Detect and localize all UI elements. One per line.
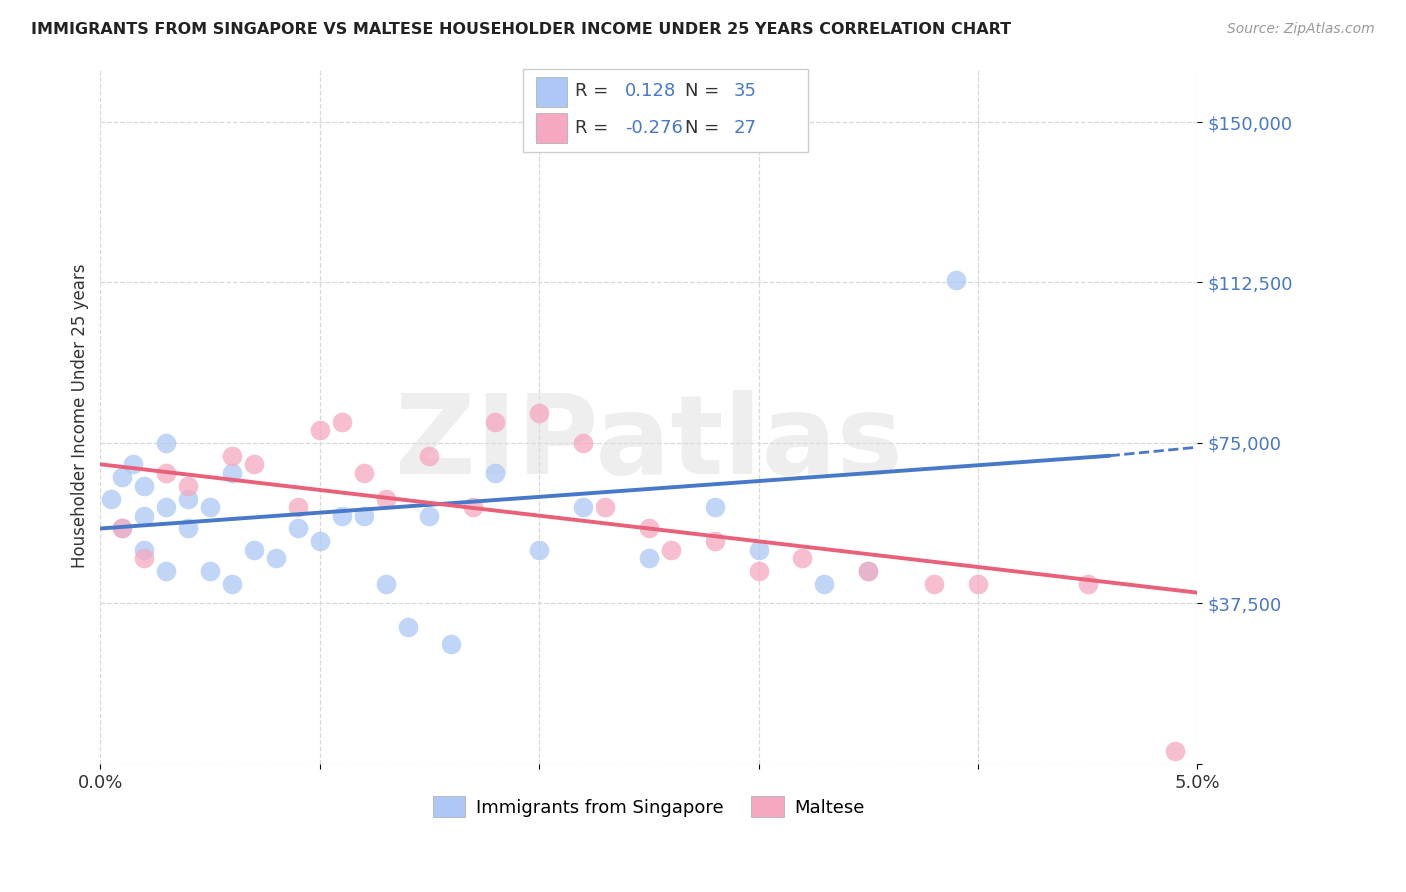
Point: [527, 406, 550, 420]
FancyBboxPatch shape: [536, 113, 567, 143]
Point: [155, 564, 177, 578]
Point: [134, 542, 156, 557]
Point: [748, 564, 770, 578]
Point: [134, 551, 156, 566]
Point: [374, 491, 396, 506]
Point: [637, 521, 659, 535]
Point: [243, 458, 266, 472]
Point: [111, 521, 134, 535]
Point: [440, 637, 463, 651]
Point: [221, 577, 243, 591]
Point: [593, 500, 616, 514]
Point: [353, 508, 375, 523]
Point: [330, 415, 353, 429]
Point: [659, 542, 682, 557]
Point: [122, 458, 145, 472]
Point: [243, 542, 266, 557]
Point: [177, 479, 200, 493]
Point: [198, 564, 221, 578]
Point: [198, 500, 221, 514]
Point: [330, 508, 353, 523]
Point: [527, 542, 550, 557]
Text: N =: N =: [685, 119, 725, 136]
Point: [703, 534, 725, 549]
Point: [155, 466, 177, 480]
Point: [155, 436, 177, 450]
Point: [287, 521, 309, 535]
Point: [572, 500, 595, 514]
Point: [287, 500, 309, 514]
Point: [100, 491, 122, 506]
Point: [353, 466, 375, 480]
Point: [1164, 744, 1187, 758]
Point: [748, 542, 770, 557]
Point: [111, 521, 134, 535]
Point: [484, 415, 506, 429]
Point: [134, 479, 156, 493]
Point: [264, 551, 287, 566]
Point: [1077, 577, 1099, 591]
Point: [177, 521, 200, 535]
Text: ZIPatlas: ZIPatlas: [395, 391, 903, 498]
Point: [858, 564, 880, 578]
Point: [177, 491, 200, 506]
Point: [813, 577, 835, 591]
Point: [308, 423, 330, 437]
Text: R =: R =: [575, 119, 614, 136]
Point: [945, 273, 967, 287]
Point: [967, 577, 990, 591]
Point: [221, 449, 243, 463]
Text: R =: R =: [575, 82, 614, 101]
Point: [134, 508, 156, 523]
FancyBboxPatch shape: [536, 77, 567, 107]
Point: [418, 449, 440, 463]
Text: 35: 35: [734, 82, 756, 101]
Point: [396, 620, 419, 634]
Legend: Immigrants from Singapore, Maltese: Immigrants from Singapore, Maltese: [426, 789, 872, 824]
Y-axis label: Householder Income Under 25 years: Householder Income Under 25 years: [72, 264, 89, 568]
Point: [703, 500, 725, 514]
Point: [374, 577, 396, 591]
Point: [484, 466, 506, 480]
Point: [922, 577, 945, 591]
Text: -0.276: -0.276: [624, 119, 682, 136]
Point: [463, 500, 485, 514]
Point: [308, 534, 330, 549]
Point: [858, 564, 880, 578]
Text: 27: 27: [734, 119, 756, 136]
Point: [792, 551, 814, 566]
Point: [155, 500, 177, 514]
FancyBboxPatch shape: [523, 69, 808, 152]
Point: [418, 508, 440, 523]
Text: 0.128: 0.128: [624, 82, 676, 101]
Point: [111, 470, 134, 484]
Text: Source: ZipAtlas.com: Source: ZipAtlas.com: [1227, 22, 1375, 37]
Point: [637, 551, 659, 566]
Text: N =: N =: [685, 82, 725, 101]
Point: [221, 466, 243, 480]
Point: [572, 436, 595, 450]
Text: IMMIGRANTS FROM SINGAPORE VS MALTESE HOUSEHOLDER INCOME UNDER 25 YEARS CORRELATI: IMMIGRANTS FROM SINGAPORE VS MALTESE HOU…: [31, 22, 1011, 37]
